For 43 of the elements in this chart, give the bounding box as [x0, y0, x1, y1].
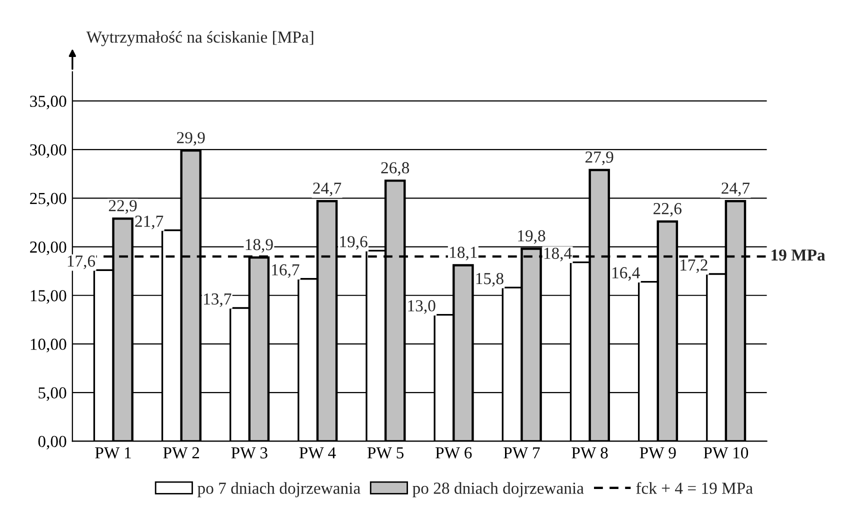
- data-label: 13,7: [204, 293, 232, 308]
- y-tick-label: 5,00: [38, 387, 66, 401]
- data-label: 17,6: [68, 256, 96, 270]
- x-tick-label: PW 5: [367, 447, 404, 459]
- data-label: 16,4: [612, 267, 640, 281]
- data-label: 27,9: [585, 152, 614, 166]
- x-tick-label: PW 9: [640, 447, 676, 459]
- data-label: 13,0: [408, 300, 436, 314]
- y-tick-label: 35,00: [30, 96, 66, 110]
- data-label: 22,6: [654, 203, 682, 217]
- x-tick-label: PW 4: [299, 447, 336, 459]
- x-tick-label: PW 2: [163, 447, 200, 459]
- text: fck + 4 = 19 MPa: [636, 482, 753, 494]
- data-label: 15,8: [476, 272, 504, 287]
- data-label: 18,4: [544, 248, 572, 262]
- data-label: 16,7: [272, 264, 300, 278]
- data-label: 18,9: [246, 238, 273, 253]
- x-tick-label: PW 3: [231, 447, 268, 459]
- data-label: 18,1: [450, 246, 477, 260]
- y-axis-title: Wytrzymałość na ściskanie [MPa]: [86, 30, 314, 46]
- data-label: 24,7: [313, 182, 342, 196]
- data-label: 19,8: [518, 230, 546, 244]
- y-tick-label: 0,00: [38, 436, 66, 450]
- legend-label: po 28 dniach dojrzewania: [412, 482, 584, 498]
- x-tick-label: PW 10: [704, 447, 748, 459]
- y-tick-label: 20,00: [30, 241, 66, 256]
- x-tick-label: PW 8: [572, 447, 608, 459]
- y-tick-label: 25,00: [30, 192, 66, 207]
- data-label: 17,2: [680, 259, 708, 274]
- x-tick-label: PW 6: [436, 447, 472, 459]
- y-tick-label: 30,00: [30, 144, 66, 158]
- data-label: 26,8: [381, 162, 410, 176]
- x-tick-label: PW 7: [504, 447, 540, 459]
- data-label: 21,7: [135, 216, 164, 230]
- data-label: 22,9: [108, 200, 137, 214]
- x-tick-label: PW 1: [95, 447, 131, 459]
- y-tick-label: 15,00: [30, 290, 66, 304]
- y-tick-label: 10,00: [30, 338, 66, 352]
- ref-line-label: 19 MPa: [772, 249, 826, 261]
- legend-label: po 7 dniach dojrzewania: [198, 482, 360, 498]
- data-label: 24,7: [722, 182, 750, 196]
- data-label: 19,6: [340, 236, 368, 250]
- data-label: 29,9: [177, 132, 205, 146]
